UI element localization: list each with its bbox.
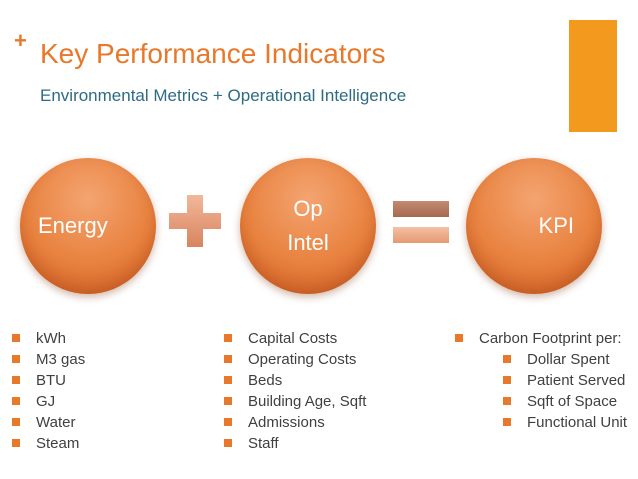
list-item: GJ [12,391,85,412]
energy-metrics-list: kWh M3 gas BTU GJ Water Steam [12,328,85,454]
list-item: Capital Costs [224,328,366,349]
slide-subtitle: Environmental Metrics + Operational Inte… [40,86,407,105]
kpi-circle-label: KPI [538,213,574,238]
energy-circle: Energy [20,158,156,294]
opintel-label-intel: Intel [287,230,329,255]
opintel-circle: Op Intel [240,158,376,294]
kpi-circle: KPI [466,158,602,294]
list-item: Dollar Spent [503,349,629,370]
equals-icon [393,201,449,243]
list-item: Operating Costs [224,349,366,370]
slide-title: Key Performance Indicators [40,38,386,69]
corner-plus-icon: + [14,28,27,53]
list-item: M3 gas [12,349,85,370]
list-item: Beds [224,370,366,391]
kpi-heading-item: Carbon Footprint per: Dollar Spent Patie… [455,328,629,433]
plus-icon [169,195,221,247]
opintel-label-op: Op [293,196,323,221]
energy-circle-label: Energy [38,213,108,238]
list-item: BTU [12,370,85,391]
kpi-heading: Carbon Footprint per: [479,330,622,347]
list-item: Sqft of Space [503,391,629,412]
list-item: Patient Served [503,370,629,391]
list-item: Building Age, Sqft [224,391,366,412]
list-item: kWh [12,328,85,349]
list-item: Water [12,412,85,433]
accent-bar [569,20,617,132]
kpi-metrics-list: Carbon Footprint per: Dollar Spent Patie… [455,328,629,433]
list-item: Admissions [224,412,366,433]
list-item: Functional Unit [503,412,629,433]
opintel-metrics-list: Capital Costs Operating Costs Beds Build… [224,328,366,454]
list-item: Steam [12,433,85,454]
list-item: Staff [224,433,366,454]
